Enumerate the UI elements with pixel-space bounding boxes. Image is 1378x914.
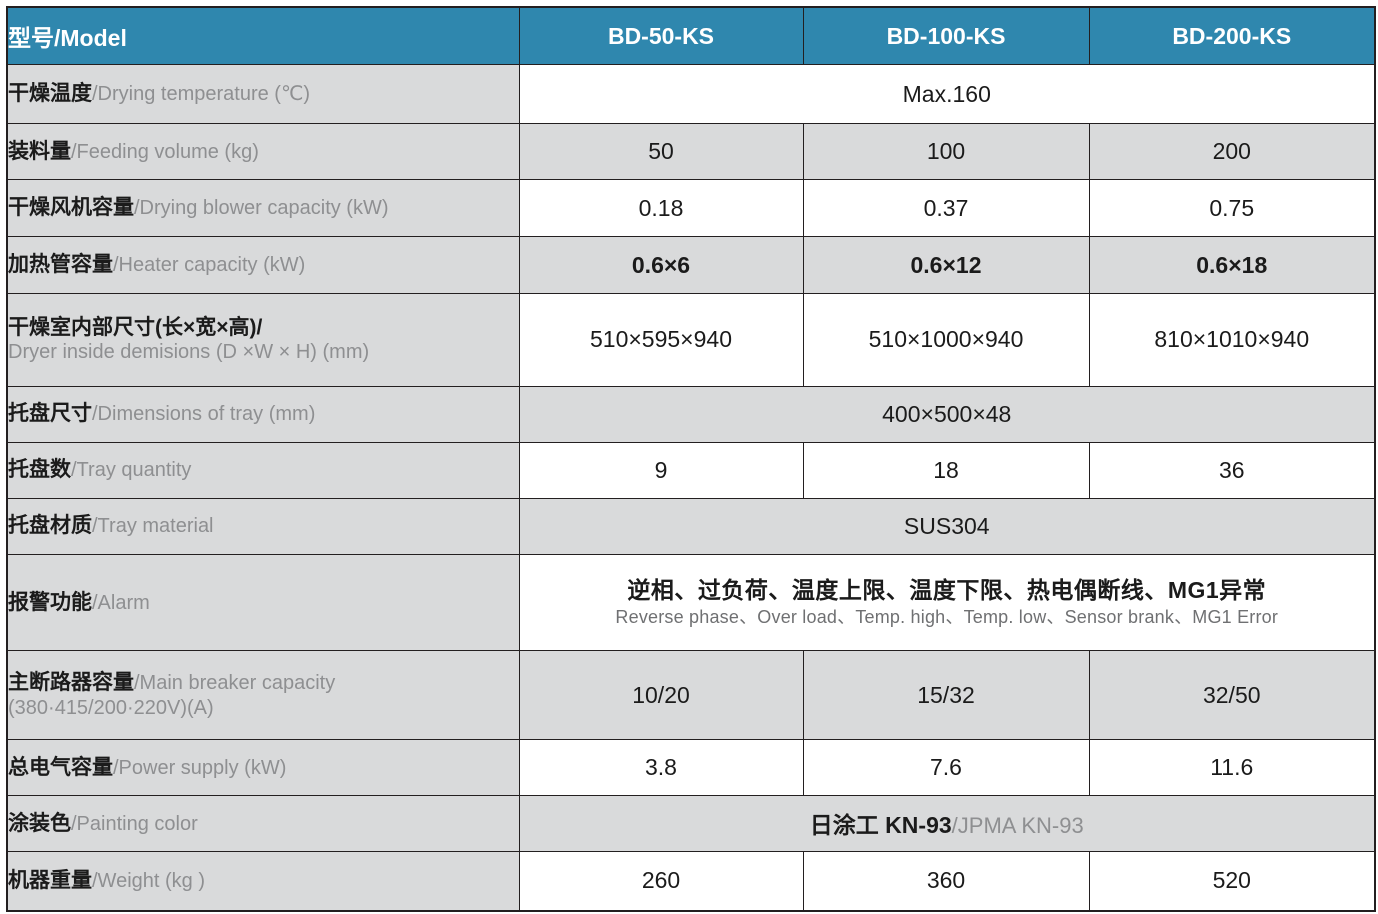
label-zh: 托盘材质 xyxy=(8,514,92,538)
header-cell-model-1: BD-50-KS xyxy=(518,6,804,65)
row-value-cell: 520 xyxy=(1088,850,1376,912)
label-zh: 主断路器容量 xyxy=(8,671,134,695)
label-zh: 装料量 xyxy=(8,139,71,163)
label-en: /Feeding volume (kg) xyxy=(71,140,259,163)
table-row: 干燥风机容量/Drying blower capacity (kW) 0.18 … xyxy=(6,179,1376,238)
label-zh: 机器重量 xyxy=(8,869,92,893)
header-cell-model-label: 型号/Model xyxy=(6,6,520,65)
alarm-value-zh: 逆相、过负荷、温度上限、温度下限、热电偶断线、MG1异常 xyxy=(627,577,1267,604)
label-zh: 涂装色 xyxy=(8,811,71,835)
header-label-zh: 型号 xyxy=(8,25,54,51)
row-label-dimensions-of-tray: 托盘尺寸/Dimensions of tray (mm) xyxy=(6,385,520,443)
row-label-dryer-inside-dimensions: 干燥室内部尺寸(长×宽×高)/ Dryer inside demisions (… xyxy=(6,293,520,387)
header-cell-model-2: BD-100-KS xyxy=(802,6,1090,65)
label-zh: 报警功能 xyxy=(8,590,92,614)
row-value-cell: 11.6 xyxy=(1088,738,1376,796)
label-zh: 托盘数 xyxy=(8,458,71,482)
label-zh: 干燥风机容量 xyxy=(8,196,134,220)
table-row: 托盘材质/Tray material SUS304 xyxy=(6,497,1376,555)
row-label-heater-capacity: 加热管容量/Heater capacity (kW) xyxy=(6,236,520,295)
table-row: 主断路器容量/Main breaker capacity (380·415/20… xyxy=(6,650,1376,740)
table-row: 装料量/Feeding volume (kg) 50 100 200 xyxy=(6,123,1376,181)
row-value-cell: 50 xyxy=(518,123,804,181)
alarm-value-en: Reverse phase、Over load、Temp. high、Temp.… xyxy=(615,606,1279,627)
specification-table: 型号/Model BD-50-KS BD-100-KS BD-200-KS 干燥… xyxy=(6,6,1376,912)
table-row: 托盘尺寸/Dimensions of tray (mm) 400×500×48 xyxy=(6,385,1376,443)
table-row: 机器重量/Weight (kg ) 260 360 520 xyxy=(6,850,1376,912)
table-header-row: 型号/Model BD-50-KS BD-100-KS BD-200-KS xyxy=(6,6,1376,65)
row-label-tray-material: 托盘材质/Tray material xyxy=(6,497,520,555)
paint-value-zh: 日涂工 KN-93 xyxy=(809,812,952,839)
row-value-dimensions-of-tray: 400×500×48 xyxy=(518,385,1376,443)
row-value-cell: 32/50 xyxy=(1088,650,1376,740)
row-label-alarm: 报警功能/Alarm xyxy=(6,553,520,652)
label-zh: 总电气容量 xyxy=(8,755,113,779)
table-row: 托盘数/Tray quantity 9 18 36 xyxy=(6,441,1376,499)
row-value-cell: 0.6×12 xyxy=(802,236,1090,295)
row-value-cell: 9 xyxy=(518,441,804,499)
row-value-cell: 10/20 xyxy=(518,650,804,740)
row-value-cell: 15/32 xyxy=(802,650,1090,740)
paint-value-en: /JPMA KN-93 xyxy=(951,813,1084,839)
label-en: /Drying temperature (℃) xyxy=(92,83,311,106)
label-en: /Painting color xyxy=(71,812,198,835)
row-value-cell: 7.6 xyxy=(802,738,1090,796)
row-value-cell: 510×1000×940 xyxy=(802,293,1090,387)
label-en-line2: Dryer inside demisions (D ×W × H) (mm) xyxy=(8,341,370,364)
table-row: 报警功能/Alarm 逆相、过负荷、温度上限、温度下限、热电偶断线、MG1异常 … xyxy=(6,553,1376,652)
label-en: /Weight (kg ) xyxy=(92,870,205,893)
label-zh: 托盘尺寸 xyxy=(8,402,92,426)
row-label-main-breaker-capacity: 主断路器容量/Main breaker capacity (380·415/20… xyxy=(6,650,520,740)
row-value-cell: 260 xyxy=(518,850,804,912)
table-row: 涂装色/Painting color 日涂工 KN-93/JPMA KN-93 xyxy=(6,794,1376,852)
label-en: /Drying blower capacity (kW) xyxy=(134,197,389,220)
row-label-painting-color: 涂装色/Painting color xyxy=(6,794,520,852)
header-label-en: /Model xyxy=(54,25,127,51)
row-value-cell: 200 xyxy=(1088,123,1376,181)
row-value-cell: 3.8 xyxy=(518,738,804,796)
row-value-cell: 18 xyxy=(802,441,1090,499)
row-label-drying-blower-capacity: 干燥风机容量/Drying blower capacity (kW) xyxy=(6,179,520,238)
label-en: /Tray quantity xyxy=(71,459,192,482)
header-cell-model-3: BD-200-KS xyxy=(1088,6,1376,65)
row-value-cell: 510×595×940 xyxy=(518,293,804,387)
label-en: /Dimensions of tray (mm) xyxy=(92,403,316,426)
row-label-feeding-volume: 装料量/Feeding volume (kg) xyxy=(6,123,520,181)
row-value-cell: 0.6×6 xyxy=(518,236,804,295)
row-label-power-supply: 总电气容量/Power supply (kW) xyxy=(6,738,520,796)
row-value-cell: 360 xyxy=(802,850,1090,912)
row-label-drying-temperature: 干燥温度/Drying temperature (℃) xyxy=(6,63,520,125)
row-value-cell: 0.18 xyxy=(518,179,804,238)
label-zh: 加热管容量 xyxy=(8,253,113,277)
table-row: 加热管容量/Heater capacity (kW) 0.6×6 0.6×12 … xyxy=(6,236,1376,295)
row-value-cell: 100 xyxy=(802,123,1090,181)
label-zh: 干燥室内部尺寸(长×宽×高)/ xyxy=(8,315,263,339)
label-en: /Alarm xyxy=(92,591,150,614)
label-en: /Main breaker capacity xyxy=(134,672,336,695)
row-value-cell: 0.37 xyxy=(802,179,1090,238)
row-value-alarm: 逆相、过负荷、温度上限、温度下限、热电偶断线、MG1异常 Reverse pha… xyxy=(518,553,1376,652)
table-body: 干燥温度/Drying temperature (℃) Max.160 装料量/… xyxy=(6,63,1376,912)
row-value-cell: 36 xyxy=(1088,441,1376,499)
table-row: 总电气容量/Power supply (kW) 3.8 7.6 11.6 xyxy=(6,738,1376,796)
row-value-cell: 0.6×18 xyxy=(1088,236,1376,295)
label-en: /Tray material xyxy=(92,515,214,538)
table-row: 干燥室内部尺寸(长×宽×高)/ Dryer inside demisions (… xyxy=(6,293,1376,387)
row-label-weight: 机器重量/Weight (kg ) xyxy=(6,850,520,912)
row-label-tray-quantity: 托盘数/Tray quantity xyxy=(6,441,520,499)
row-value-painting-color: 日涂工 KN-93/JPMA KN-93 xyxy=(518,794,1376,852)
label-zh: 干燥温度 xyxy=(8,82,92,106)
label-en: /Power supply (kW) xyxy=(113,756,287,779)
label-en-line2: (380·415/200·220V)(A) xyxy=(8,696,214,719)
row-value-cell: 0.75 xyxy=(1088,179,1376,238)
table-row: 干燥温度/Drying temperature (℃) Max.160 xyxy=(6,63,1376,125)
row-value-cell: 810×1010×940 xyxy=(1088,293,1376,387)
label-en: /Heater capacity (kW) xyxy=(113,254,306,277)
row-value-drying-temperature: Max.160 xyxy=(518,63,1376,125)
row-value-tray-material: SUS304 xyxy=(518,497,1376,555)
